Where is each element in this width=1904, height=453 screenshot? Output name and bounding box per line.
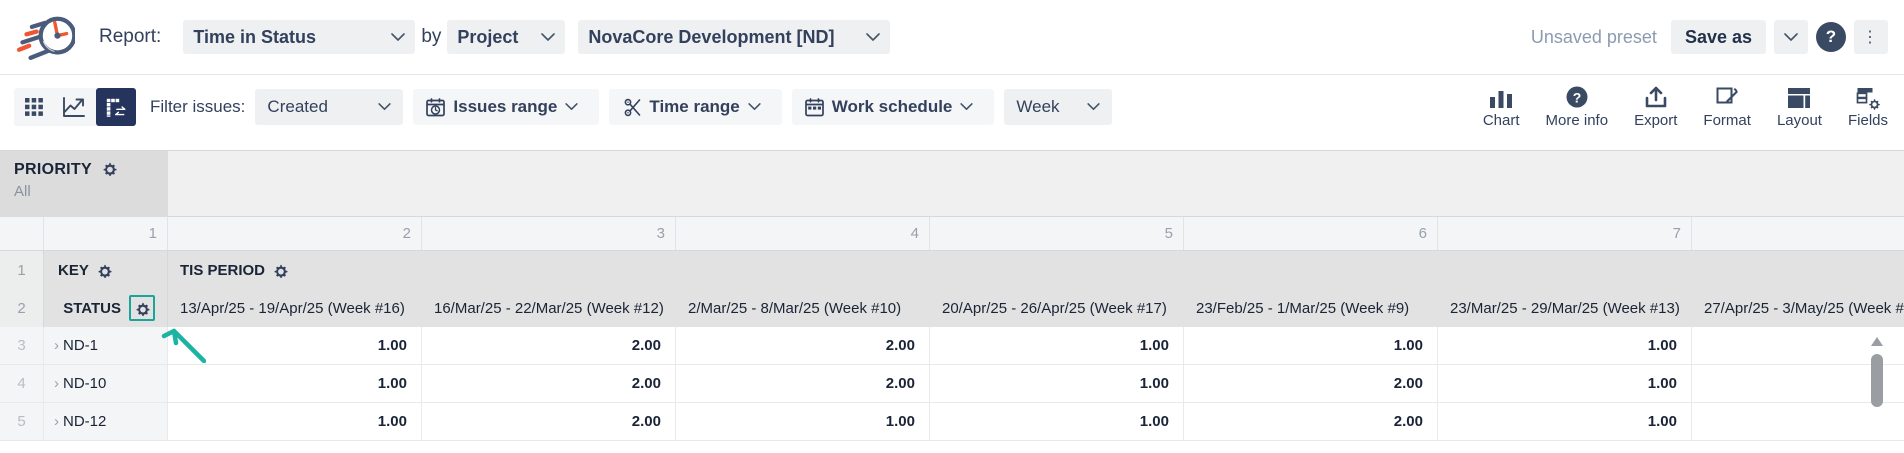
svg-text:?: ? xyxy=(1573,89,1582,105)
